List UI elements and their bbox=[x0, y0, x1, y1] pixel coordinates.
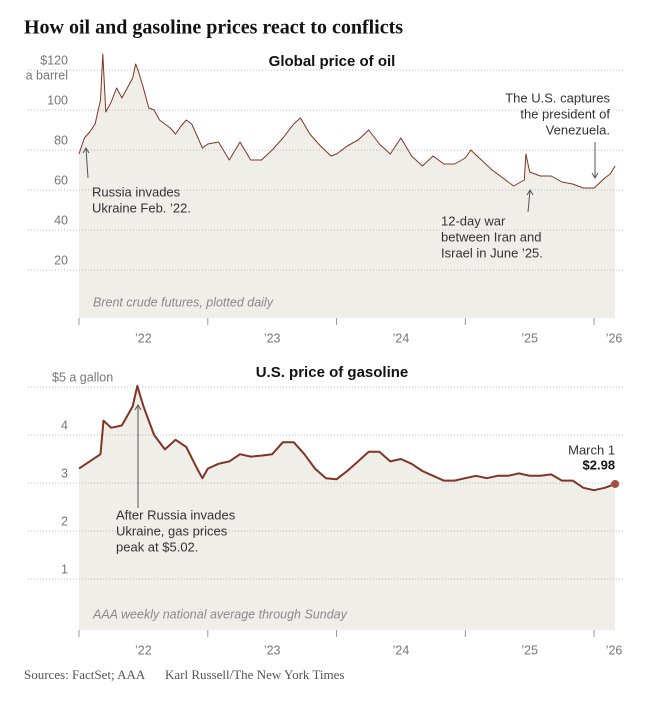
y-tick-label: 3 bbox=[61, 466, 68, 480]
chart-title: Global price of oil bbox=[269, 53, 396, 70]
y-tick-label: 80 bbox=[54, 133, 68, 147]
x-tick-label: ’24 bbox=[393, 643, 410, 657]
x-tick-label: ’25 bbox=[521, 643, 538, 657]
annotation: The U.S. captures bbox=[505, 90, 610, 105]
source: Sources: FactSet; AAA bbox=[24, 667, 146, 682]
y-tick-label: 20 bbox=[54, 253, 68, 267]
annotation: Israel in June ’25. bbox=[441, 245, 543, 260]
annotation: between Iran and bbox=[441, 229, 541, 244]
annotation: After Russia invades bbox=[116, 507, 236, 522]
x-tick-label: ’25 bbox=[521, 331, 538, 345]
y-tick-label: 4 bbox=[61, 418, 68, 432]
annotation: Ukraine Feb. ’22. bbox=[92, 200, 191, 215]
note: AAA weekly national average through Sund… bbox=[92, 607, 348, 621]
arrow-head bbox=[82, 147, 90, 154]
x-tick-label: ’26 bbox=[606, 643, 623, 657]
annotation: the president of bbox=[520, 106, 610, 121]
x-tick-label: ’23 bbox=[264, 331, 281, 345]
note: Brent crude futures, plotted daily bbox=[93, 295, 274, 309]
x-tick-label: ’23 bbox=[264, 643, 281, 657]
y-tick-label: 40 bbox=[54, 213, 68, 227]
annotation: peak at $5.02. bbox=[116, 539, 198, 554]
line bbox=[78, 53, 616, 189]
x-tick-label: ’22 bbox=[135, 643, 152, 657]
line bbox=[78, 385, 616, 492]
arrow-head bbox=[134, 404, 142, 411]
y-tick-label: $5 a gallon bbox=[52, 370, 113, 384]
arrow-head bbox=[526, 189, 534, 196]
annotation: Venezuela. bbox=[546, 122, 610, 137]
annotation-arrow bbox=[527, 189, 531, 213]
y-tick-label: 1 bbox=[61, 562, 68, 576]
y-axis-unit: a barrel bbox=[26, 68, 68, 82]
x-tick-label: ’22 bbox=[135, 331, 152, 345]
annotation: Russia invades bbox=[92, 184, 181, 199]
page-title: How oil and gasoline prices react to con… bbox=[24, 17, 403, 39]
x-tick-label: ’26 bbox=[606, 331, 623, 345]
x-tick-label: ’24 bbox=[393, 331, 410, 345]
chart-title: U.S. price of gasoline bbox=[256, 364, 409, 381]
y-tick-label: 100 bbox=[47, 93, 68, 107]
y-tick-label: 2 bbox=[61, 514, 68, 528]
annotation: 12-day war bbox=[441, 213, 506, 228]
y-tick-label: $120 bbox=[40, 53, 68, 67]
area bbox=[79, 54, 616, 318]
arrow-head bbox=[591, 172, 599, 179]
credit: Karl Russell/The New York Times bbox=[165, 667, 345, 682]
annotation-arrow bbox=[85, 147, 89, 179]
y-tick-label: 60 bbox=[54, 173, 68, 187]
end-dot bbox=[611, 479, 620, 488]
end-date-label: March 1 bbox=[568, 442, 615, 457]
area bbox=[79, 386, 616, 630]
end-value-label: $2.98 bbox=[583, 457, 616, 472]
annotation: Ukraine, gas prices bbox=[116, 523, 228, 538]
